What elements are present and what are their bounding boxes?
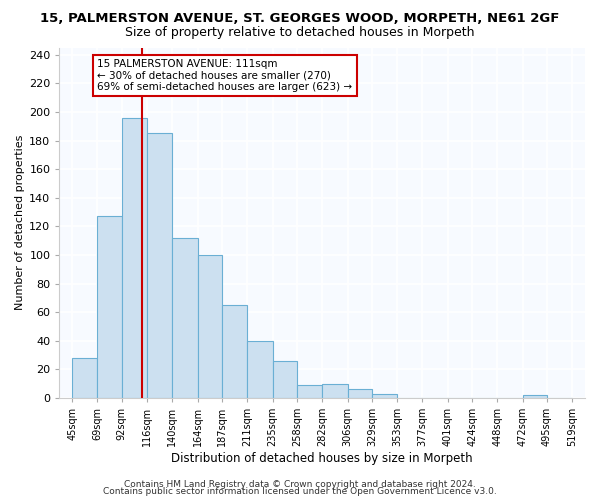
Bar [97,216,122,398]
Y-axis label: Number of detached properties: Number of detached properties [15,135,25,310]
Text: 15, PALMERSTON AVENUE, ST. GEORGES WOOD, MORPETH, NE61 2GF: 15, PALMERSTON AVENUE, ST. GEORGES WOOD,… [40,12,560,26]
Bar [172,238,197,398]
Text: Size of property relative to detached houses in Morpeth: Size of property relative to detached ho… [125,26,475,39]
Bar [372,394,397,398]
Text: Contains public sector information licensed under the Open Government Licence v3: Contains public sector information licen… [103,488,497,496]
Bar [272,361,297,398]
Bar [347,390,372,398]
Bar [122,118,147,398]
Bar [297,385,322,398]
Bar [197,255,222,398]
Bar [147,134,172,398]
Bar [247,341,272,398]
Bar [523,395,547,398]
X-axis label: Distribution of detached houses by size in Morpeth: Distribution of detached houses by size … [172,452,473,465]
Text: Contains HM Land Registry data © Crown copyright and database right 2024.: Contains HM Land Registry data © Crown c… [124,480,476,489]
Text: 15 PALMERSTON AVENUE: 111sqm
← 30% of detached houses are smaller (270)
69% of s: 15 PALMERSTON AVENUE: 111sqm ← 30% of de… [97,59,353,92]
Bar [72,358,97,398]
Bar [222,305,247,398]
Bar [322,384,347,398]
